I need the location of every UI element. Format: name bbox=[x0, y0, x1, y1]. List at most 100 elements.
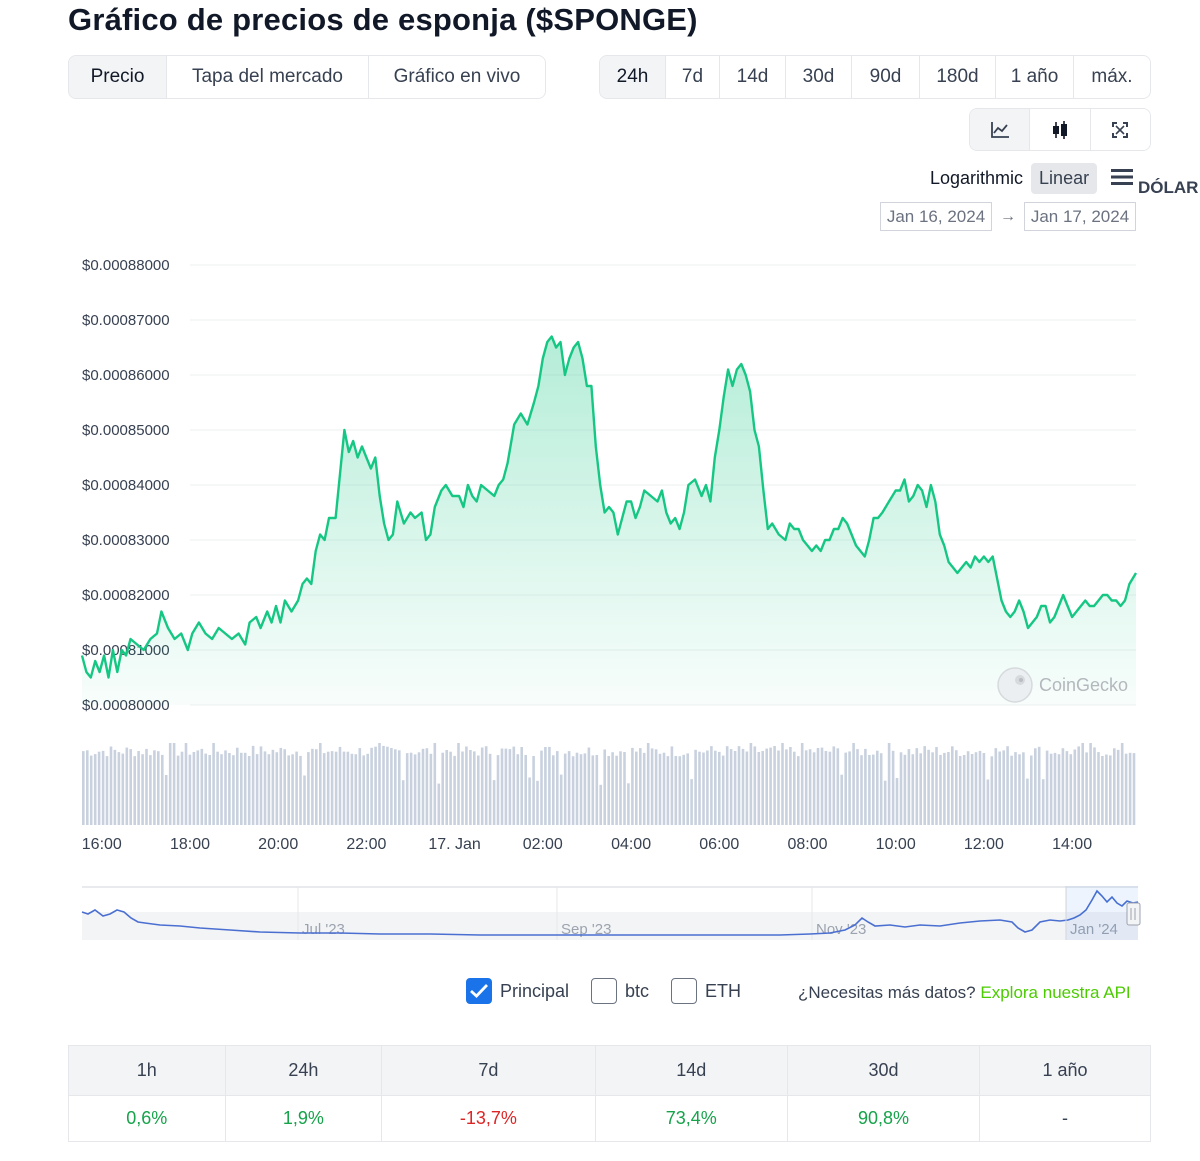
volume-bar bbox=[686, 753, 689, 825]
scale-toggle: Logarithmic Linear bbox=[922, 163, 1098, 194]
date-from-input[interactable]: Jan 16, 2024 bbox=[880, 202, 992, 231]
volume-bar bbox=[275, 752, 279, 825]
volume-bar bbox=[315, 749, 318, 825]
volume-bar bbox=[303, 775, 306, 825]
volume-bar bbox=[635, 751, 638, 825]
volume-bar bbox=[694, 749, 697, 825]
price-area-fill bbox=[82, 336, 1136, 705]
volume-bar bbox=[1073, 749, 1077, 825]
range-30d[interactable]: 30d bbox=[786, 56, 852, 98]
volume-bar bbox=[650, 748, 654, 825]
date-to-input[interactable]: Jan 17, 2024 bbox=[1024, 202, 1136, 231]
volume-bar bbox=[109, 746, 113, 825]
change-7d: -13,7% bbox=[381, 1095, 596, 1142]
volume-bar bbox=[1085, 752, 1088, 825]
volume-bar bbox=[994, 748, 998, 825]
volume-bar bbox=[449, 751, 452, 825]
hamburger-menu-icon[interactable] bbox=[1111, 168, 1133, 186]
volume-bar bbox=[168, 743, 172, 825]
compare-eth[interactable]: ETH bbox=[671, 978, 741, 1004]
range-7d[interactable]: 7d bbox=[666, 56, 720, 98]
price-line bbox=[80, 335, 1138, 679]
navigator-handle[interactable] bbox=[1126, 902, 1141, 926]
price-chart: $0.00088000 $0.00087000 $0.00086000 $0.0008… bbox=[80, 257, 1141, 940]
volume-bar bbox=[330, 751, 334, 825]
navigator[interactable]: Jul '23 Sep '23 Nov '23 Jan '24 bbox=[81, 886, 1141, 940]
volume-bar bbox=[350, 753, 354, 825]
volume-bar bbox=[125, 747, 129, 825]
volume-bar bbox=[749, 743, 753, 825]
volume-bar bbox=[718, 751, 721, 825]
x-tick-label: 12:00 bbox=[964, 836, 1004, 853]
volume-bar bbox=[232, 755, 235, 825]
volume-bar bbox=[1105, 754, 1108, 825]
range-max[interactable]: máx. bbox=[1074, 56, 1150, 98]
volume-bar bbox=[437, 783, 441, 825]
header-1h: 1h bbox=[68, 1045, 226, 1096]
volume-bar bbox=[1077, 746, 1080, 825]
volume-bar bbox=[528, 777, 531, 825]
volume-bar bbox=[599, 784, 602, 825]
volume-bar bbox=[469, 750, 472, 825]
tab-live-chart[interactable]: Gráfico en vivo bbox=[369, 56, 545, 98]
range-24h[interactable]: 24h bbox=[600, 56, 666, 98]
volume-bar bbox=[86, 750, 89, 825]
volume-bar bbox=[852, 743, 855, 825]
volume-bar bbox=[962, 755, 966, 825]
volume-bar bbox=[943, 752, 946, 825]
tab-market-cap[interactable]: Tapa del mercado bbox=[167, 56, 369, 98]
volume-bar bbox=[1109, 755, 1112, 825]
range-90d[interactable]: 90d bbox=[852, 56, 920, 98]
x-axis-labels: 16:00 18:00 20:00 22:00 17. Jan 02:00 04:00 06:… bbox=[82, 836, 1092, 853]
tab-price[interactable]: Precio bbox=[69, 56, 167, 98]
volume-bar bbox=[729, 749, 733, 825]
api-link[interactable]: Explora nuestra API bbox=[980, 983, 1131, 1002]
volume-bar bbox=[670, 746, 674, 825]
volume-bar bbox=[623, 752, 626, 825]
volume-bar bbox=[1069, 754, 1073, 825]
watermark-text: CoinGecko bbox=[1039, 675, 1128, 695]
range-1y[interactable]: 1 año bbox=[996, 56, 1074, 98]
volume-bar bbox=[500, 748, 504, 825]
compare-principal[interactable]: Principal bbox=[466, 978, 569, 1004]
checkbox-empty-icon[interactable] bbox=[591, 978, 618, 1004]
compare-options: Principal btc ETH bbox=[466, 978, 763, 1004]
scale-logarithmic[interactable]: Logarithmic bbox=[930, 168, 1024, 188]
fullscreen-button[interactable] bbox=[1090, 109, 1150, 150]
volume-bar bbox=[761, 751, 764, 825]
chart-type-toolbar bbox=[969, 108, 1151, 151]
volume-bar bbox=[797, 756, 800, 825]
volume-bar bbox=[157, 751, 160, 825]
volume-bar bbox=[658, 753, 662, 825]
y-tick-label: $0.00083000 bbox=[82, 532, 170, 549]
volume-bar bbox=[1045, 750, 1049, 825]
x-tick-label: 17. Jan bbox=[428, 836, 480, 853]
candlestick-button[interactable] bbox=[1030, 109, 1091, 150]
volume-bar bbox=[1097, 752, 1100, 825]
volume-bar bbox=[607, 756, 610, 825]
volume-bar bbox=[212, 743, 215, 825]
volume-bar bbox=[860, 755, 863, 825]
scale-linear[interactable]: Linear bbox=[1031, 163, 1098, 194]
navigator-tick-label: Sep '23 bbox=[561, 921, 611, 938]
volume-bar bbox=[804, 750, 808, 825]
volume-bar bbox=[243, 752, 247, 825]
volume-bar bbox=[417, 752, 421, 825]
volume-bar bbox=[848, 751, 851, 825]
x-tick-label: 20:00 bbox=[258, 836, 298, 853]
range-14d[interactable]: 14d bbox=[720, 56, 786, 98]
volume-bar bbox=[338, 746, 342, 825]
checkbox-checked-icon[interactable] bbox=[466, 978, 492, 1004]
range-180d[interactable]: 180d bbox=[920, 56, 996, 98]
compare-btc[interactable]: btc bbox=[591, 978, 649, 1004]
volume-bar bbox=[682, 754, 685, 825]
navigator-tick-label: Jan '24 bbox=[1070, 921, 1118, 938]
x-tick-label: 06:00 bbox=[699, 836, 739, 853]
volume-bar bbox=[556, 751, 559, 825]
x-tick-label: 22:00 bbox=[346, 836, 386, 853]
line-chart-button[interactable] bbox=[970, 109, 1031, 150]
volume-bar bbox=[121, 753, 125, 825]
header-1y: 1 año bbox=[979, 1045, 1151, 1096]
navigator-window[interactable] bbox=[1066, 886, 1138, 940]
checkbox-empty-icon[interactable] bbox=[671, 978, 698, 1004]
